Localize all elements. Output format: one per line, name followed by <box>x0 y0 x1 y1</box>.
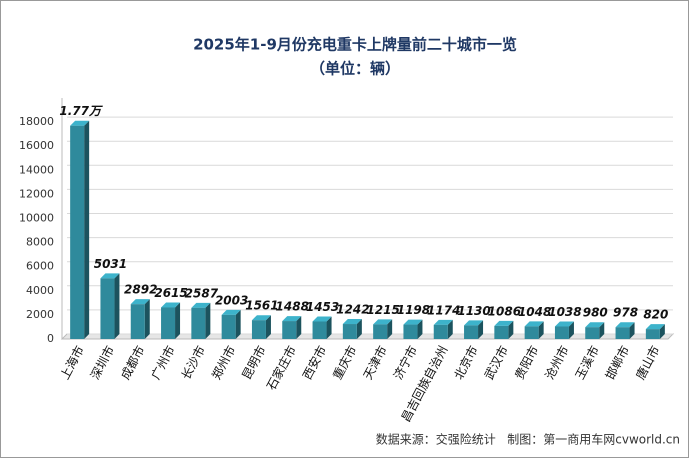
bar-side <box>417 319 423 339</box>
y-tick-label: 12000 <box>19 187 54 200</box>
bar-side <box>296 316 302 339</box>
bar <box>464 325 479 339</box>
bar-top <box>100 273 120 279</box>
bar-side <box>84 120 90 339</box>
y-tick-label: 0 <box>47 332 54 345</box>
y-tick-label: 4000 <box>26 284 54 297</box>
value-label: 1453 <box>306 300 339 314</box>
bar-top <box>645 324 665 330</box>
value-label: 2003 <box>215 293 248 307</box>
bar-top <box>221 309 241 315</box>
source-note: 数据来源：交强险统计 制图：第一商用车网cvworld.cn <box>376 432 680 447</box>
value-label: 978 <box>613 306 638 320</box>
bar <box>494 325 509 339</box>
value-label: 2615 <box>154 286 187 300</box>
bar-top <box>403 319 423 325</box>
value-label: 1038 <box>548 305 581 319</box>
bar-side <box>326 316 332 339</box>
bar <box>70 125 85 339</box>
value-label: 1215 <box>366 303 399 317</box>
bar <box>251 320 266 339</box>
chart-title: 2025年1-9月份充电重卡上牌量前二十城市一览 <box>193 36 517 54</box>
value-label: 1130 <box>457 304 490 318</box>
y-tick-label: 2000 <box>26 308 54 321</box>
bar-side <box>235 309 241 339</box>
bar-side <box>478 320 484 339</box>
bar <box>645 329 660 339</box>
y-tick-label: 8000 <box>26 236 54 249</box>
bar-side <box>599 322 605 339</box>
bar-top <box>130 299 150 305</box>
bar-top <box>373 319 393 325</box>
bar-top <box>554 321 574 327</box>
bar <box>554 326 569 339</box>
value-label: 1242 <box>336 303 369 317</box>
bar-top <box>615 322 635 328</box>
bar-top <box>464 320 484 326</box>
bar-side <box>265 315 271 339</box>
y-tick-label: 16000 <box>19 139 54 152</box>
bar-side <box>356 319 362 339</box>
bar <box>403 324 418 339</box>
bar <box>433 324 448 339</box>
bar <box>282 321 297 339</box>
value-label: 1198 <box>397 303 430 317</box>
bar <box>130 304 145 339</box>
value-label: 1.77万 <box>59 104 103 118</box>
bar <box>100 278 115 339</box>
bar-side <box>447 319 453 339</box>
bar <box>585 327 600 339</box>
value-label: 2892 <box>124 283 157 297</box>
bar-side <box>659 324 665 339</box>
bar-side <box>629 322 635 339</box>
bar-top <box>161 302 181 308</box>
bar-top <box>70 120 90 126</box>
bar-side <box>205 302 211 339</box>
bar-top <box>494 320 514 326</box>
bar <box>342 324 357 339</box>
bar <box>524 326 539 339</box>
bar-side <box>508 320 514 339</box>
bar-top <box>342 319 362 325</box>
bar <box>191 307 206 339</box>
y-tick-label: 18000 <box>19 115 54 128</box>
y-tick-label: 14000 <box>19 163 54 176</box>
value-label: 1488 <box>276 300 309 314</box>
bar-top <box>191 302 211 308</box>
chart-subtitle: （单位：辆） <box>310 60 400 78</box>
bar-top <box>282 316 302 322</box>
bar-top <box>312 316 332 322</box>
value-label: 1561 <box>245 299 278 313</box>
value-label: 820 <box>643 308 668 322</box>
plot-floor <box>60 333 675 340</box>
bar-top <box>524 321 544 327</box>
value-label: 2587 <box>185 286 219 300</box>
bar-top <box>251 315 271 321</box>
value-label: 1174 <box>427 303 460 317</box>
bar-top <box>585 322 605 328</box>
bar-side <box>387 319 393 339</box>
bar-side <box>568 321 574 339</box>
bar-top <box>433 319 453 325</box>
value-label: 1048 <box>518 305 551 319</box>
value-label: 5031 <box>94 257 127 271</box>
bar <box>161 307 176 339</box>
bar-side <box>144 299 150 339</box>
bar <box>615 327 630 339</box>
bar <box>373 324 388 339</box>
y-tick-label: 6000 <box>26 260 54 273</box>
value-label: 980 <box>583 306 608 320</box>
bar-side <box>538 321 544 339</box>
bar-side <box>114 273 120 339</box>
value-label: 1086 <box>488 304 521 318</box>
bar-side <box>175 302 181 339</box>
bar <box>312 321 327 339</box>
y-tick-label: 10000 <box>19 212 54 225</box>
bar <box>221 314 236 339</box>
